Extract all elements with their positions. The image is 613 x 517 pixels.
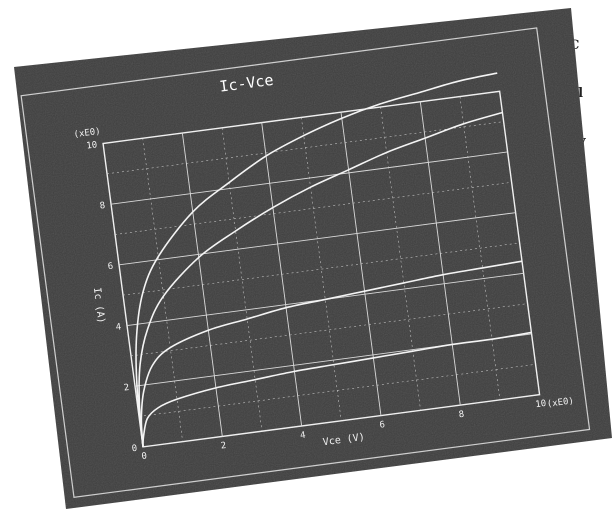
traces: [135, 72, 532, 447]
y-tick-label: 4: [115, 322, 122, 333]
x-tick-label: 0: [141, 451, 148, 462]
y-tick-label: 8: [99, 201, 106, 212]
x-axis-label: Vce (V): [322, 432, 365, 448]
grid-line-horizontal: [138, 364, 536, 417]
grid-line-vertical: [459, 96, 501, 400]
trace-line: [142, 331, 532, 447]
y-exponent-label: (xE0): [73, 127, 101, 140]
x-tick-label: 6: [379, 420, 386, 431]
tick-labels: 0 2 4 6 8 10 0 2 4 6 8 10: [86, 140, 547, 462]
x-tick-label: 2: [220, 441, 227, 452]
x-tick-label: 8: [458, 410, 465, 421]
grid-line-vertical: [380, 106, 421, 411]
grid: [102, 90, 541, 448]
x-tick-label: 10: [535, 399, 547, 410]
y-tick-label: 6: [107, 262, 114, 273]
grid-line-horizontal: [107, 121, 504, 175]
grid-line-vertical: [301, 117, 342, 421]
screen-grain: [14, 8, 612, 509]
grid-line-horizontal: [110, 151, 508, 205]
trace-line: [140, 260, 523, 447]
grid-line-horizontal: [130, 303, 528, 357]
y-axis-label: Ic (A): [91, 287, 107, 324]
grid-line-vertical: [221, 127, 263, 432]
y-tick-label: 10: [86, 140, 98, 151]
grid-line-horizontal: [122, 242, 520, 296]
y-tick-label: 0: [131, 444, 138, 455]
grid-line-horizontal: [118, 212, 516, 266]
x-exponent-label: (xE0): [546, 396, 574, 409]
grid-line-vertical: [142, 138, 183, 442]
trace-line: [135, 72, 498, 447]
y-tick-label: 2: [123, 383, 130, 394]
screen-border: [20, 27, 591, 498]
trace-line: [138, 111, 503, 447]
x-tick-label: 4: [300, 431, 307, 442]
